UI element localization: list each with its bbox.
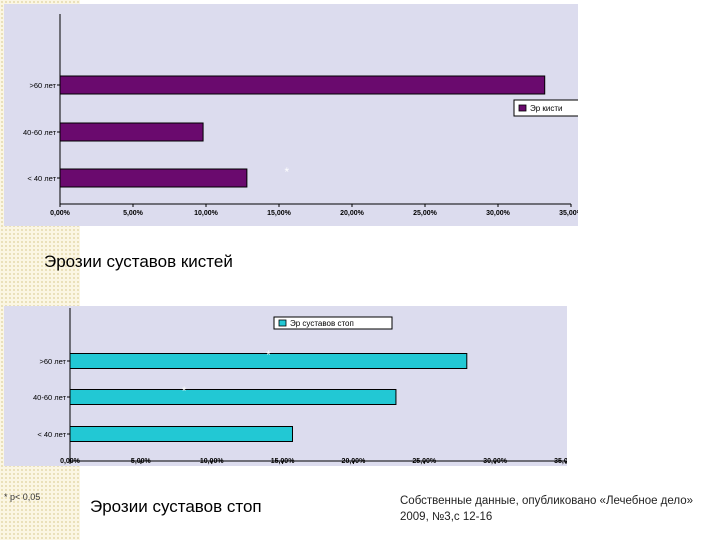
foot-x-tick-label: 15,00% [271, 458, 296, 465]
hand-x-tick-label: 35,00% [559, 210, 578, 217]
hand-category-label: >60 лет [29, 81, 56, 90]
foot-erosion-chart-svg: 0,00% 5,00% 10,00% 15,00% 20,00% 25,00% 30,00%… [33, 308, 567, 465]
hand-x-tick-label: 15,00% [267, 210, 292, 217]
hand-x-tick-label: 5,00% [123, 210, 144, 217]
foot-legend-box [273, 316, 393, 330]
hand-x-tick-label: 0,00% [50, 210, 71, 217]
foot-x-tick-label: 0,00% [60, 458, 81, 465]
foot-bar [69, 389, 397, 405]
foot-category-label: >60 лет [39, 357, 66, 366]
hand-category-label: 40-60 лет [23, 128, 57, 137]
hand-x-tick-label: 20,00% [340, 210, 365, 217]
hand-legend-label: Эр кисти [530, 104, 563, 113]
foot-category-label: < 40 лет [37, 430, 66, 439]
hand-x-tick-label: 30,00% [486, 210, 511, 217]
hand-category-label: < 40 лет [27, 174, 56, 183]
foot-x-tick-label: 35,00% [554, 458, 567, 465]
foot-category-label: 40-60 лет [33, 393, 67, 402]
hand-bar [59, 75, 546, 95]
hand-x-tick-label: 25,00% [413, 210, 438, 217]
hand-erosion-chart-svg: 0,00% 5,00% 10,00% 15,00% 20,00% 25,00% 30,00%… [23, 14, 578, 217]
foot-erosion-chart: 0,00% 5,00% 10,00% 15,00% 20,00% 25,00% 30,00%… [4, 306, 567, 466]
foot-x-tick-label: 10,00% [200, 458, 225, 465]
source-note: Собственные данные, опубликовано «Лечебн… [400, 495, 694, 523]
significance-footnote: * p< 0,05 [4, 492, 41, 502]
foot-x-tick-label: 30,00% [483, 458, 508, 465]
foot-legend-label: Эр суставов стоп [290, 319, 354, 328]
foot-legend-swatch [278, 319, 287, 327]
foot-erosion-caption: Эрозии суставов стоп [90, 497, 262, 516]
hand-bar [59, 122, 204, 142]
foot-significance-star: * [182, 384, 187, 398]
foot-x-tick-label: 5,00% [131, 458, 152, 465]
foot-x-tick-label: 25,00% [412, 458, 437, 465]
hand-bar [59, 168, 248, 188]
foot-significance-star: * [266, 348, 271, 362]
hand-legend-swatch [518, 104, 527, 112]
foot-x-tick-label: 20,00% [342, 458, 367, 465]
hand-erosion-caption: Эрозии суставов кистей [44, 252, 233, 271]
hand-legend-box [513, 99, 578, 117]
foot-bar [69, 426, 293, 442]
hand-significance-star: * [285, 165, 290, 179]
hand-x-tick-label: 10,00% [194, 210, 219, 217]
hand-erosion-chart: 0,00% 5,00% 10,00% 15,00% 20,00% 25,00% 30,00%… [4, 4, 578, 226]
